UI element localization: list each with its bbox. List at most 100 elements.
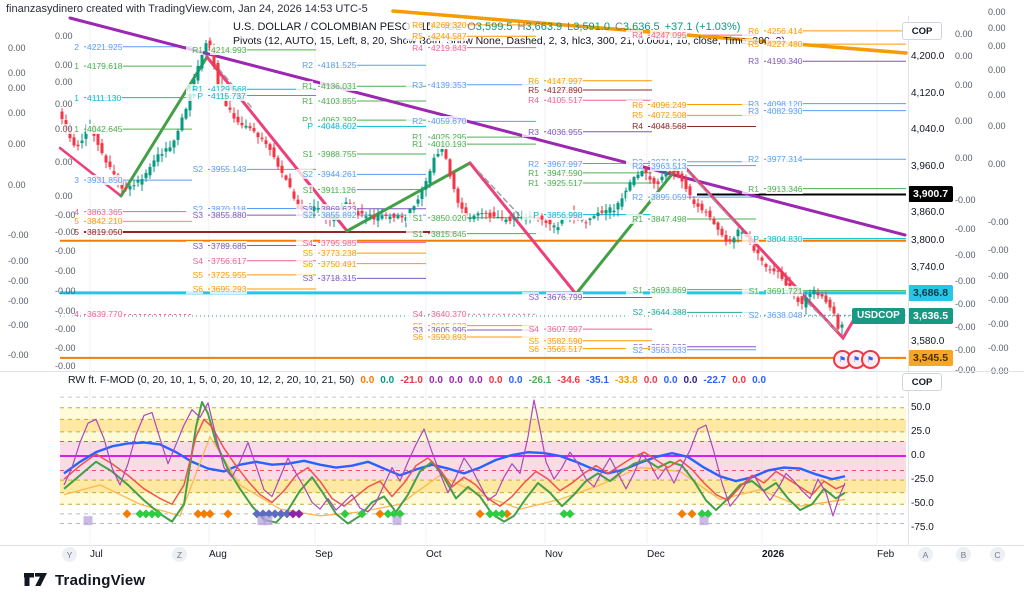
osc-line-orange — [63, 436, 846, 517]
osc-band — [60, 492, 906, 505]
pivot-label: R5 4072.508 — [626, 110, 688, 121]
pivot-zero-value: -0.00 — [988, 319, 1009, 329]
pivot-label: S3 3718.315 — [296, 273, 358, 284]
pivot-zero-value: 0.00 — [55, 191, 73, 201]
pane-divider[interactable] — [0, 371, 1024, 372]
pivot-zero-value: 0.00 — [8, 68, 26, 78]
pivot-zero-value: 0.00 — [8, 180, 26, 190]
pivot-zero-value: -0.00 — [8, 230, 29, 240]
pivot-zero-value: 0.00 — [55, 124, 73, 134]
price-axis-tick: 3,800.0 — [911, 234, 945, 246]
pivot-label: R1 4103.855 — [296, 96, 358, 107]
symbol-title: U.S. DOLLAR / COLOMBIAN PESO · 1D · ICE — [233, 21, 463, 33]
pivot-label: 1 4111.130 — [62, 92, 123, 103]
osc-axis-tick: 50.0 — [911, 401, 931, 413]
pivot-zero-value: -0.00 — [955, 322, 976, 332]
pivot-label: R2 3967.997 — [522, 158, 584, 169]
pivot-zero-value: 0.00 — [988, 65, 1006, 75]
time-axis[interactable]: Jul Aug Sep Oct Nov Dec 2026 Feb — [0, 548, 1024, 564]
pivot-label: 3 3931.850 — [62, 175, 124, 186]
time-axis-label: Nov — [545, 549, 563, 560]
pivot-label: S1 3691.721 — [742, 285, 804, 296]
pivot-zero-value: 0.00 — [988, 23, 1006, 33]
osc-axis-tick: -75.0 — [911, 522, 934, 534]
osc-signal-diamond-blue — [276, 509, 286, 519]
osc-axis-tick: 0.0 — [911, 450, 925, 461]
pivot-zero-value: -0.00 — [8, 296, 29, 306]
timeframe-jump-button-y[interactable]: Y — [62, 547, 77, 562]
currency-button-top[interactable]: COP — [902, 22, 942, 40]
pivot-label: S3 3789.685 — [186, 240, 248, 251]
timeframe-jump-button-z[interactable]: Z — [172, 547, 187, 562]
idea-markers[interactable]: ⚑ ⚑ ⚑ — [833, 349, 880, 369]
tradingview-logo[interactable]: TradingView — [24, 571, 145, 589]
oscillator-value: 0.0 — [428, 375, 443, 386]
osc-signal-diamond-orange — [205, 509, 215, 519]
pivot-label: S3 3869.623 — [296, 203, 358, 214]
pivot-zero-value: -0.00 — [55, 266, 76, 276]
pivot-zero-value: 0.00 — [988, 159, 1006, 169]
pivot-zero-value: -0.00 — [8, 320, 29, 330]
pivot-label: S2 3955.143 — [186, 164, 248, 175]
pivot-label: R2 3977.314 — [742, 154, 804, 165]
pivot-label: R1 3947.590 — [522, 167, 584, 178]
pivot-label: R1 3925.517 — [522, 178, 584, 189]
pivot-zero-value: 0.00 — [55, 77, 73, 87]
pivot-label: R3 4036.955 — [522, 126, 584, 137]
pivot-zero-value: -0.00 — [55, 210, 76, 220]
pivot-label: S4 3795.985 — [296, 237, 358, 248]
osc-signal-diamond-green — [565, 509, 575, 519]
pivot-zero-value: 0.00 — [8, 139, 26, 149]
oscillator-value: 0.0 — [448, 375, 463, 386]
pivot-label: S3 3676.799 — [522, 292, 584, 303]
oscillator-value: -34.6 — [557, 375, 581, 386]
pivot-label: S4 3640.370 — [406, 309, 468, 320]
timeframe-jump-button-a[interactable]: A — [918, 547, 933, 562]
osc-line-green — [63, 400, 846, 525]
price-change: +37.1 (+1.03%) — [664, 21, 741, 33]
trend-line — [679, 161, 858, 341]
time-axis-label: Jul — [90, 549, 103, 560]
osc-signal-diamond-blue — [282, 509, 292, 519]
timeframe-jump-button-b[interactable]: B — [956, 547, 971, 562]
oscillator-legend[interactable]: RW ft. F-MOD (0, 20, 10, 1, 5, 0, 20, 10… — [68, 374, 766, 386]
osc-signal-diamond-orange — [687, 509, 697, 519]
pivot-label: R4 4219.843 — [406, 42, 468, 53]
oscillator-value: 0.0 — [643, 375, 658, 386]
idea-marker-icon[interactable]: ⚑ — [861, 349, 880, 369]
pivot-zero-value: 0.00 — [955, 29, 973, 39]
osc-signal-diamond-purple — [294, 509, 304, 519]
oscillator-value: 0.0 — [380, 375, 395, 386]
pivot-label: R2 4181.525 — [296, 60, 358, 71]
pivot-label: S2 3644.388 — [626, 307, 688, 318]
osc-signal-diamond-green — [497, 509, 507, 519]
symbol-legend[interactable]: U.S. DOLLAR / COLOMBIAN PESO · 1D · ICE O… — [233, 21, 740, 33]
pivot-label: R2 4059.670 — [406, 116, 468, 127]
pivot-label: R3 4082.930 — [742, 105, 804, 116]
trend-line — [68, 16, 907, 237]
watermark-text: finanzasydinero created with TradingView… — [6, 3, 368, 15]
pivot-label: 5 3819.050 — [62, 227, 124, 238]
pivot-label: 1 4179.618 — [62, 61, 124, 72]
pivot-zero-value: -0.00 — [955, 365, 976, 375]
currency-button-osc[interactable]: COP — [902, 373, 942, 391]
time-axis-label: Sep — [315, 549, 333, 560]
price-axis-divider — [908, 16, 909, 545]
osc-signal-diamond-purple — [288, 509, 298, 519]
pivot-zero-value: -0.00 — [988, 217, 1009, 227]
oscillator-value: -21.0 — [400, 375, 423, 386]
pivot-label: P 4115.737 — [186, 90, 247, 101]
ohlc-value: 3,663.9 — [525, 21, 563, 33]
time-axis-label: Dec — [647, 549, 665, 560]
timeframe-jump-button-c[interactable]: C — [990, 547, 1005, 562]
pivot-zero-value: -0.00 — [55, 227, 76, 237]
pivot-label: S1 3693.869 — [626, 284, 688, 295]
pivot-zero-value: -0.00 — [955, 224, 976, 234]
pivot-label: R2 3963.513 — [626, 160, 688, 171]
ohlc-label: L — [567, 21, 574, 33]
pivot-zero-value: -0.00 — [55, 246, 76, 256]
pivot-label: P 3804.830 — [742, 233, 804, 244]
time-axis-divider — [0, 545, 1024, 546]
pivots-indicator-legend[interactable]: Pivots (12, AUTO, 15, Left, 8, 20, Show … — [233, 35, 785, 47]
